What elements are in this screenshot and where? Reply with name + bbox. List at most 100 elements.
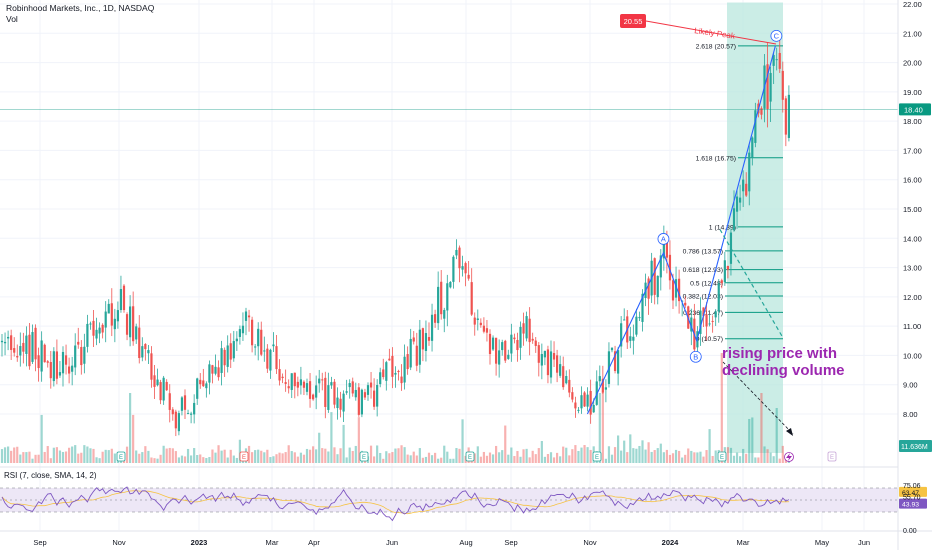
lightning-glyph	[786, 453, 792, 461]
candle-body	[46, 361, 49, 363]
current-price-badge	[899, 103, 931, 116]
candle	[684, 296, 687, 309]
volume-bar	[748, 418, 751, 463]
candle-body	[287, 386, 290, 389]
volume-bar	[95, 457, 98, 463]
candle-body	[199, 379, 202, 385]
candle	[324, 371, 327, 419]
candle-body	[699, 310, 702, 334]
candle	[522, 312, 525, 346]
candle-body	[479, 322, 482, 326]
volume-bar	[702, 456, 705, 463]
candle	[98, 322, 101, 344]
candle	[333, 379, 336, 409]
volume-bar	[80, 452, 83, 463]
volume-bar	[348, 447, 351, 463]
candle-body	[510, 334, 513, 354]
candle	[321, 372, 324, 391]
volume-bar	[16, 446, 19, 463]
volume-bar	[196, 454, 199, 463]
candle	[101, 323, 104, 339]
earnings-marker-label: E	[720, 455, 724, 461]
candle-body	[784, 98, 787, 135]
volume-bar	[278, 452, 281, 463]
volume-bar	[409, 455, 412, 463]
candle	[135, 323, 138, 344]
candle-body	[159, 382, 162, 401]
candle-body	[101, 324, 104, 333]
candle-body	[583, 392, 586, 407]
volume-bar	[208, 457, 211, 463]
candle-body	[787, 94, 790, 138]
volume-bar	[668, 454, 672, 463]
candle-body	[43, 344, 46, 363]
volume-bar	[552, 457, 556, 463]
candle	[571, 387, 574, 403]
volume-bar	[168, 447, 171, 463]
candle-body	[107, 303, 110, 314]
candle	[16, 344, 19, 362]
volume-bar	[613, 447, 617, 463]
volume-label: Vol	[6, 14, 18, 24]
volume-bar	[318, 432, 321, 463]
volume-bar	[34, 454, 37, 463]
volume-bar	[507, 454, 510, 463]
fib-label-0.5: 0.5 (12.48)	[690, 280, 723, 287]
volume-bar	[638, 445, 641, 463]
volume-bar	[159, 454, 162, 463]
candle	[342, 390, 345, 422]
candle	[177, 410, 180, 436]
candle-body	[263, 350, 266, 352]
price-tick-9.00: 9.00	[903, 381, 918, 390]
volume-bar	[476, 446, 479, 463]
candle-body	[58, 372, 62, 376]
candle-body	[113, 318, 116, 330]
volume-bar	[617, 435, 620, 463]
volume-bar	[281, 453, 284, 463]
candle	[299, 366, 302, 395]
candle-body	[190, 413, 193, 415]
volume-bar	[574, 445, 577, 463]
candle	[601, 365, 604, 394]
volume-bar	[13, 447, 16, 463]
candle-body	[174, 411, 177, 429]
candle	[28, 323, 31, 370]
volume-bar	[7, 446, 10, 463]
volume-bar	[77, 453, 80, 463]
candle	[363, 388, 367, 401]
candle	[717, 279, 720, 323]
candle-body	[491, 337, 495, 350]
candle-body	[40, 340, 43, 372]
volume-bar	[729, 447, 733, 463]
volume-bar	[424, 456, 428, 463]
volume-bar	[260, 450, 263, 463]
volume-bar	[37, 454, 40, 463]
candle	[513, 333, 516, 344]
volume-bar	[89, 448, 92, 463]
candle-body	[61, 351, 65, 374]
volume-bar	[742, 448, 745, 463]
volume-bar	[690, 450, 693, 463]
volume-bar	[229, 449, 232, 463]
candle	[461, 255, 464, 277]
candle	[437, 271, 440, 330]
volume-bar	[455, 448, 458, 463]
price-tick-8.00: 8.00	[903, 410, 918, 419]
candle-body	[409, 338, 412, 368]
volume-bar	[437, 458, 440, 463]
candle-body	[315, 385, 318, 398]
candle-body	[458, 247, 461, 269]
candle-body	[586, 394, 589, 407]
volume-bar	[781, 445, 784, 463]
peak-line	[645, 20, 777, 45]
volume-bar	[601, 393, 604, 463]
candle-body	[778, 52, 781, 69]
candle	[345, 379, 348, 395]
candle	[257, 322, 260, 361]
volume-bar	[135, 450, 138, 463]
volume-bar	[156, 458, 159, 463]
earnings-marker-label: E	[362, 455, 366, 461]
candle	[238, 325, 241, 345]
time-tick-1: Nov	[112, 538, 126, 547]
